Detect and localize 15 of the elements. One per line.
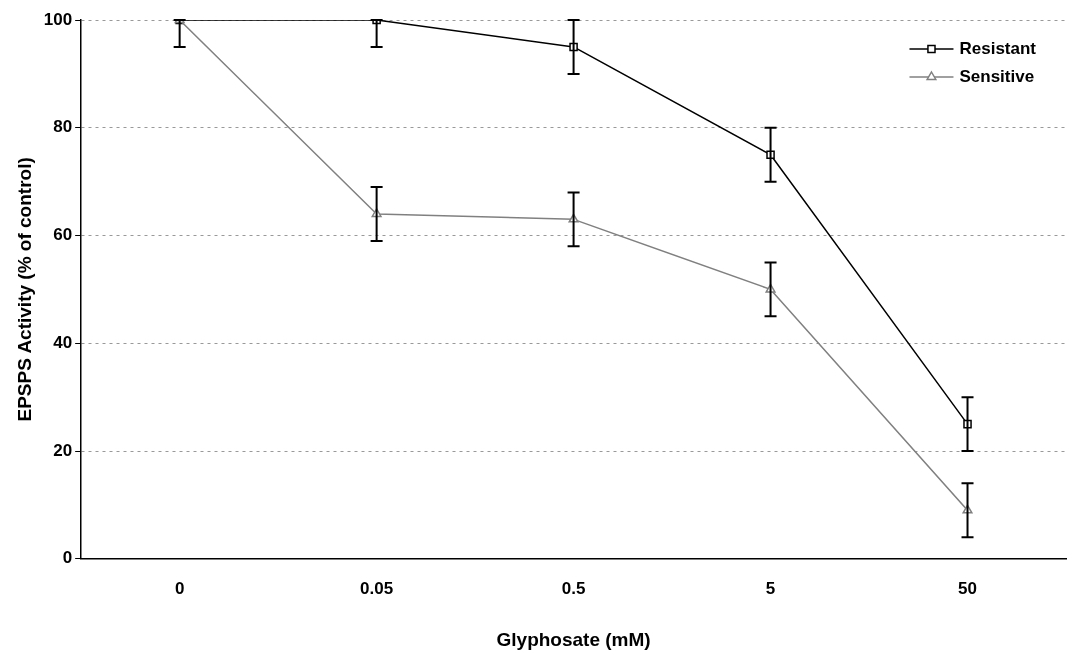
y-tick-label: 100: [43, 9, 73, 29]
x-tick-label: 5: [765, 578, 776, 598]
y-tick-label: 0: [62, 548, 73, 568]
x-tick-label: 0.05: [360, 578, 394, 598]
y-axis-title: EPSPS Activity (% of control): [13, 157, 35, 422]
x-tick-label: 50: [958, 578, 977, 598]
y-tick-label: 20: [53, 440, 73, 460]
x-axis-title: Glyphosate (mM): [496, 628, 651, 650]
y-tick-label: 80: [53, 117, 73, 137]
legend-label: Sensitive: [959, 66, 1035, 86]
x-tick-label: 0: [174, 578, 185, 598]
x-tick-label: 0.5: [561, 578, 586, 598]
y-tick-label: 60: [53, 225, 73, 245]
y-tick-label: 40: [53, 332, 73, 352]
legend-label: Resistant: [959, 38, 1037, 58]
